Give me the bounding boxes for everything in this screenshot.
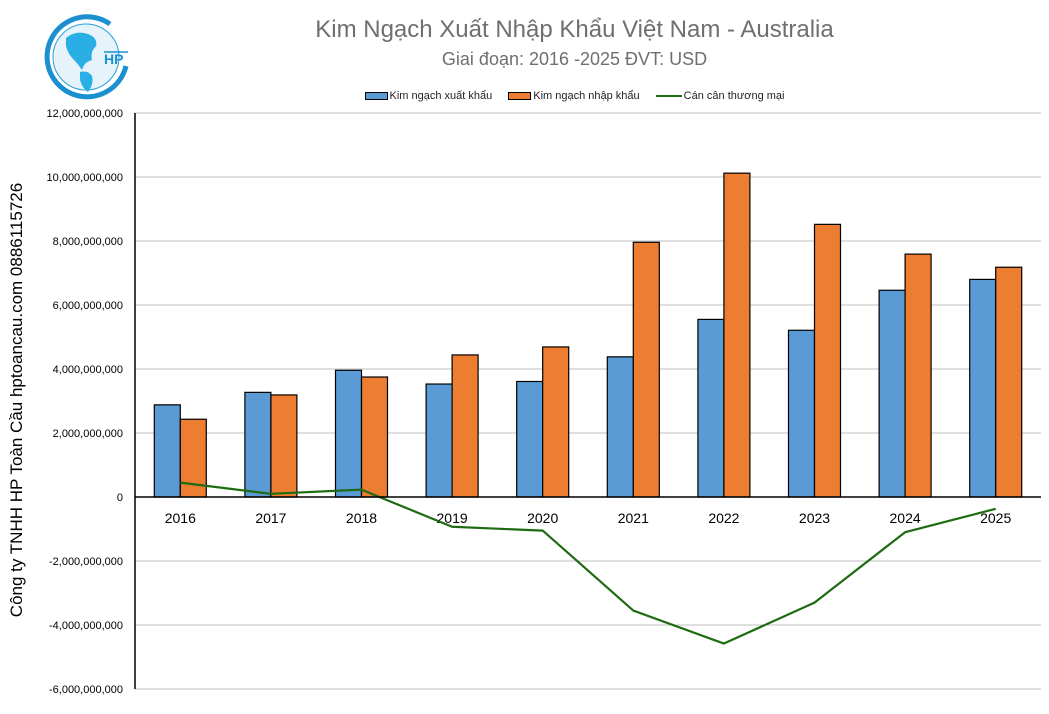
legend: Kim ngạch xuất khẩu Kim ngạch nhập khẩu … bbox=[0, 90, 1049, 102]
import-bar bbox=[451, 354, 479, 498]
legend-label-import: Kim ngạch nhập khẩu bbox=[533, 90, 640, 102]
x-tick-label: 2018 bbox=[346, 510, 377, 526]
import-bar bbox=[270, 394, 298, 498]
import-bar bbox=[904, 253, 932, 498]
balance-polyline bbox=[180, 481, 996, 645]
x-tick-label: 2016 bbox=[165, 510, 196, 526]
y-tick-label: 10,000,000,000 bbox=[47, 172, 123, 184]
export-bar bbox=[697, 318, 725, 498]
import-bar bbox=[360, 376, 389, 498]
export-bar bbox=[244, 391, 272, 498]
x-tick-label: 2025 bbox=[980, 510, 1011, 526]
x-axis-tick-labels: 2016 2017 2018 2019 2020 2021 2022 2023 2024 2025 bbox=[165, 510, 1012, 526]
y-tick-label: 8,000,000,000 bbox=[53, 236, 123, 248]
import-bar bbox=[723, 172, 751, 498]
export-bar bbox=[153, 404, 181, 498]
x-tick-label: 2024 bbox=[890, 510, 921, 526]
export-bar bbox=[425, 383, 453, 498]
x-tick-label: 2020 bbox=[527, 510, 558, 526]
x-tick-label: 2017 bbox=[255, 510, 286, 526]
export-swatch-icon bbox=[364, 92, 388, 100]
export-bar bbox=[334, 369, 363, 498]
import-bar bbox=[995, 266, 1023, 498]
chart-title: Kim Ngạch Xuất Nhập Khẩu Việt Nam - Aust… bbox=[315, 16, 834, 43]
chart-subtitle: Giai đoạn: 2016 -2025 ĐVT: USD bbox=[441, 49, 708, 69]
import-bar bbox=[542, 346, 570, 498]
legend-label-balance: Cán cân thương mại bbox=[683, 90, 785, 102]
export-bar bbox=[606, 356, 634, 498]
x-tick-label: 2019 bbox=[437, 510, 468, 526]
import-bar bbox=[813, 223, 842, 498]
export-bar bbox=[878, 289, 906, 498]
x-tick-label: 2023 bbox=[799, 510, 830, 526]
import-swatch-icon bbox=[508, 92, 532, 100]
bar-series bbox=[153, 172, 1023, 498]
balance-line-icon bbox=[655, 95, 682, 97]
axes bbox=[134, 113, 1041, 689]
export-bar bbox=[969, 278, 997, 498]
import-bar bbox=[632, 241, 660, 498]
export-bar bbox=[516, 380, 544, 498]
company-logo: HP bbox=[44, 14, 129, 100]
x-tick-label: 2022 bbox=[708, 510, 739, 526]
legend-item-export: Kim ngạch xuất khẩu bbox=[364, 90, 493, 102]
logo-text: HP bbox=[104, 51, 123, 67]
y-tick-label: 0 bbox=[117, 492, 123, 504]
trade-balance-line bbox=[180, 481, 996, 645]
y-tick-label: -2,000,000,000 bbox=[49, 556, 123, 568]
y-tick-label: 2,000,000,000 bbox=[53, 428, 123, 440]
y-axis-tick-labels: 12,000,000,000 10,000,000,000 8,000,000,00… bbox=[47, 108, 123, 696]
legend-label-export: Kim ngạch xuất khẩu bbox=[389, 90, 493, 102]
x-tick-label: 2021 bbox=[618, 510, 649, 526]
y-tick-label: -6,000,000,000 bbox=[49, 684, 123, 696]
legend-item-import: Kim ngạch nhập khẩu bbox=[508, 90, 640, 102]
y-tick-label: 4,000,000,000 bbox=[53, 364, 123, 376]
export-bar bbox=[787, 329, 816, 498]
y-tick-label: -4,000,000,000 bbox=[49, 620, 123, 632]
y-tick-label: 6,000,000,000 bbox=[53, 300, 123, 312]
company-watermark-label: Công ty TNHH HP Toàn Cầu hptoancau.com 0… bbox=[7, 182, 26, 618]
legend-item-balance: Cán cân thương mại bbox=[655, 90, 785, 102]
y-tick-label: 12,000,000,000 bbox=[47, 108, 123, 120]
